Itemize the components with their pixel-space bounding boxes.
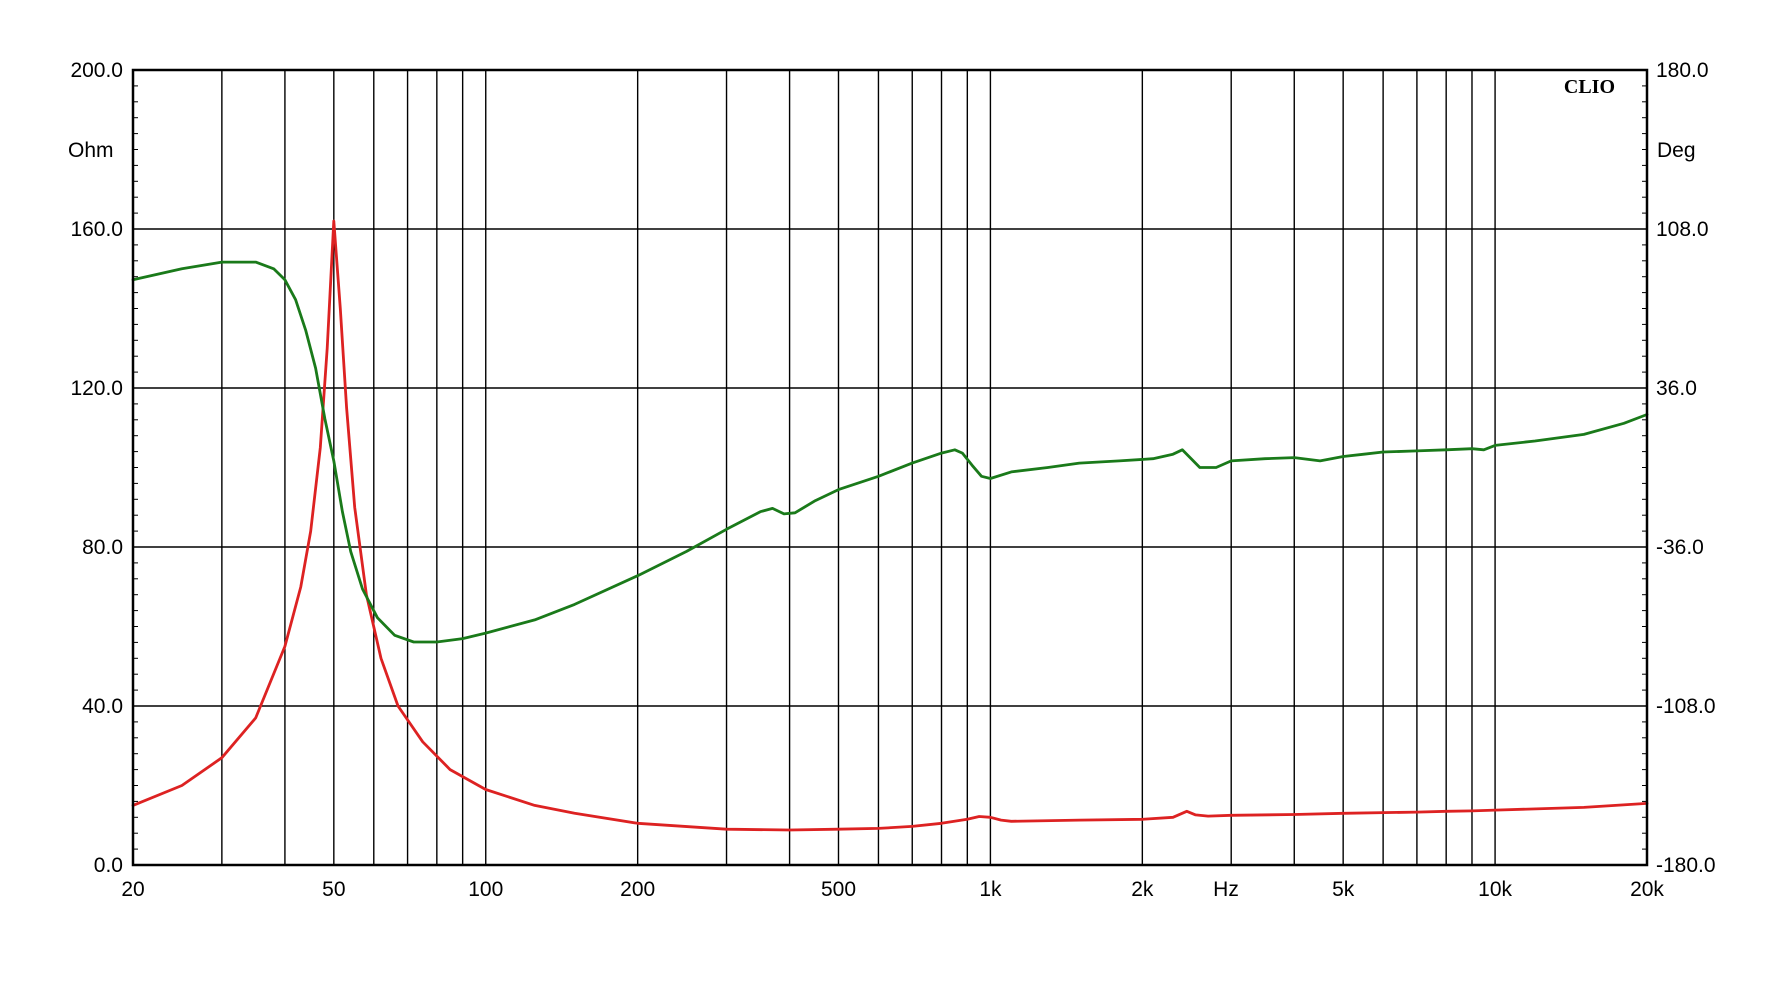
y-left-tick-label: 0.0 <box>94 854 123 877</box>
x-axis-unit: Hz <box>1213 878 1239 901</box>
y-right-tick-label: 36.0 <box>1656 377 1697 400</box>
brand-logo: CLIO <box>1564 76 1615 98</box>
x-tick-label: 50 <box>322 878 345 901</box>
y-left-tick-label: 120.0 <box>70 377 123 400</box>
x-tick-label: 20 <box>121 878 144 901</box>
left-axis-unit: Ohm <box>68 139 114 162</box>
y-left-tick-label: 200.0 <box>70 59 123 82</box>
x-tick-label: 2k <box>1131 878 1154 901</box>
y-left-tick-label: 40.0 <box>82 695 123 718</box>
x-tick-label: 100 <box>468 878 503 901</box>
y-right-tick-label: 180.0 <box>1656 59 1709 82</box>
x-tick-label: 500 <box>821 878 856 901</box>
phase-curve <box>131 260 1649 644</box>
y-right-tick-label: -36.0 <box>1656 536 1704 559</box>
axis-minor-ticks <box>133 69 1647 866</box>
y-left-tick-label: 80.0 <box>82 536 123 559</box>
x-tick-label: 5k <box>1332 878 1355 901</box>
impedance-curve <box>131 219 1649 832</box>
x-tick-label: 10k <box>1478 878 1512 901</box>
y-right-tick-label: -108.0 <box>1656 695 1716 718</box>
x-tick-label: 200 <box>620 878 655 901</box>
y-left-tick-label: 160.0 <box>70 218 123 241</box>
grid-lines <box>133 70 1647 865</box>
x-tick-label: 1k <box>979 878 1002 901</box>
y-right-tick-label: -180.0 <box>1656 854 1716 877</box>
x-tick-label: 20k <box>1630 878 1664 901</box>
axis-labels: 20 50 100 200 500 1k 2k 5k 10k 20k 0.0 40.0 80.0 120.… <box>70 59 1715 901</box>
data-series <box>131 219 1649 832</box>
y-right-tick-label: 108.0 <box>1656 218 1709 241</box>
right-axis-unit: Deg <box>1657 139 1696 162</box>
